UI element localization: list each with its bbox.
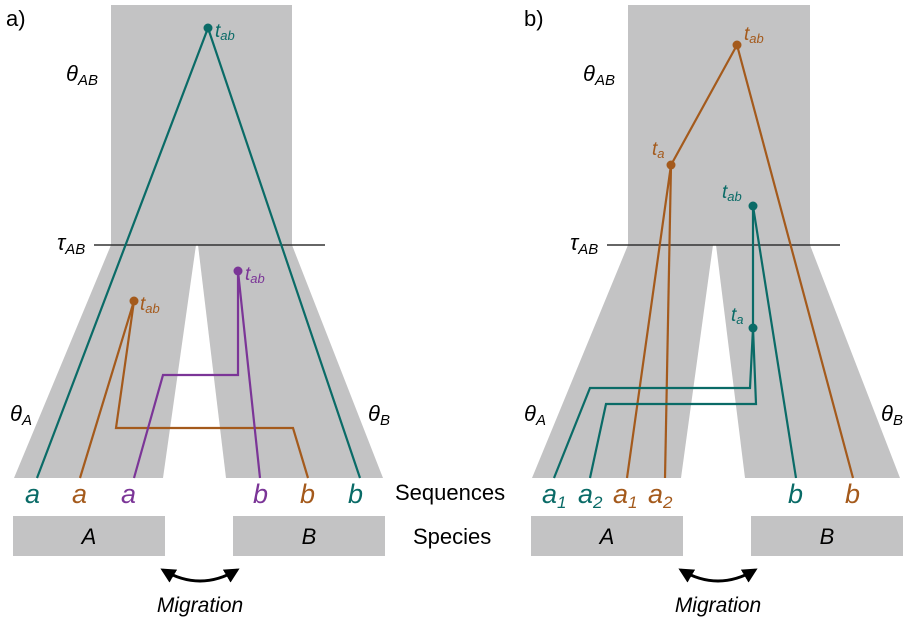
species-b-label: B bbox=[820, 524, 835, 549]
theta-a-label: θA bbox=[524, 401, 546, 429]
theta-ab-label: θAB bbox=[583, 61, 615, 89]
teal-tab-node bbox=[748, 201, 758, 211]
migration-arrow-icon bbox=[160, 568, 240, 583]
population-a-branch bbox=[14, 245, 196, 478]
teal-ta-node bbox=[748, 323, 758, 333]
teal-coalescent-node bbox=[203, 23, 213, 33]
theta-b-label: θB bbox=[368, 401, 390, 429]
panel-b-gene-trees bbox=[552, 42, 855, 479]
brown-lineage-a1 bbox=[625, 164, 673, 479]
tip-a1-teal: a1 bbox=[542, 479, 567, 512]
tau-ab-label: τAB bbox=[57, 230, 85, 258]
species-a-label: A bbox=[598, 524, 615, 549]
sequences-row-label: Sequences bbox=[395, 480, 505, 505]
tip-a2-teal: a2 bbox=[578, 479, 603, 512]
species-a-box bbox=[531, 516, 683, 556]
brown-gene-migrant-lineage bbox=[114, 300, 310, 479]
brown-gene-lineage-a bbox=[78, 300, 136, 479]
panel-b-label: b) bbox=[524, 6, 544, 31]
teal-migrant-lineage-a1 bbox=[552, 327, 755, 479]
species-b-label: B bbox=[302, 524, 317, 549]
population-b-branch bbox=[198, 245, 383, 478]
tip-a1-brown: a1 bbox=[613, 479, 638, 512]
tau-ab-label: τAB bbox=[570, 230, 598, 258]
tip-a-brown: a bbox=[72, 479, 87, 509]
tip-a2-brown: a2 bbox=[648, 479, 673, 512]
species-row-label: Species bbox=[413, 524, 491, 549]
theta-ab-label: θAB bbox=[66, 61, 98, 89]
brown-tab-node bbox=[732, 40, 742, 50]
panel-b: b) tab ta tab ta θAB θA θB τAB bbox=[524, 5, 903, 617]
tip-b-brown: b bbox=[845, 479, 860, 509]
migration-label: Migration bbox=[675, 594, 761, 617]
species-b-box bbox=[751, 516, 903, 556]
tip-a-teal: a bbox=[25, 479, 40, 509]
species-a-label: A bbox=[80, 524, 97, 549]
brown-ta-node bbox=[666, 160, 676, 170]
tip-b-teal: b bbox=[788, 479, 803, 509]
brown-lineage-a2 bbox=[663, 164, 673, 479]
migration-arrow-icon bbox=[678, 568, 758, 583]
species-b-box bbox=[233, 516, 385, 556]
population-a-branch bbox=[532, 245, 713, 478]
tip-b-teal: b bbox=[348, 479, 363, 509]
tip-a-purple: a bbox=[121, 479, 136, 509]
teal-migrant-lineage-a2 bbox=[588, 327, 758, 479]
migration-label: Migration bbox=[157, 594, 243, 617]
brown-coalescent-node bbox=[129, 296, 139, 306]
population-b-branch bbox=[716, 245, 900, 478]
panel-a: a) tab tab tab θAB θA θB τAB a bbox=[6, 5, 390, 617]
species-a-box bbox=[13, 516, 165, 556]
teal-lineage-b bbox=[751, 205, 798, 479]
tip-b-purple: b bbox=[253, 479, 268, 509]
ancestral-population-ab bbox=[628, 5, 810, 245]
theta-a-label: θA bbox=[10, 401, 32, 429]
theta-b-label: θB bbox=[881, 401, 903, 429]
purple-coalescent-node bbox=[233, 266, 243, 276]
purple-gene-tree bbox=[132, 270, 262, 479]
panel-a-label: a) bbox=[6, 6, 26, 31]
tip-b-brown: b bbox=[300, 479, 315, 509]
